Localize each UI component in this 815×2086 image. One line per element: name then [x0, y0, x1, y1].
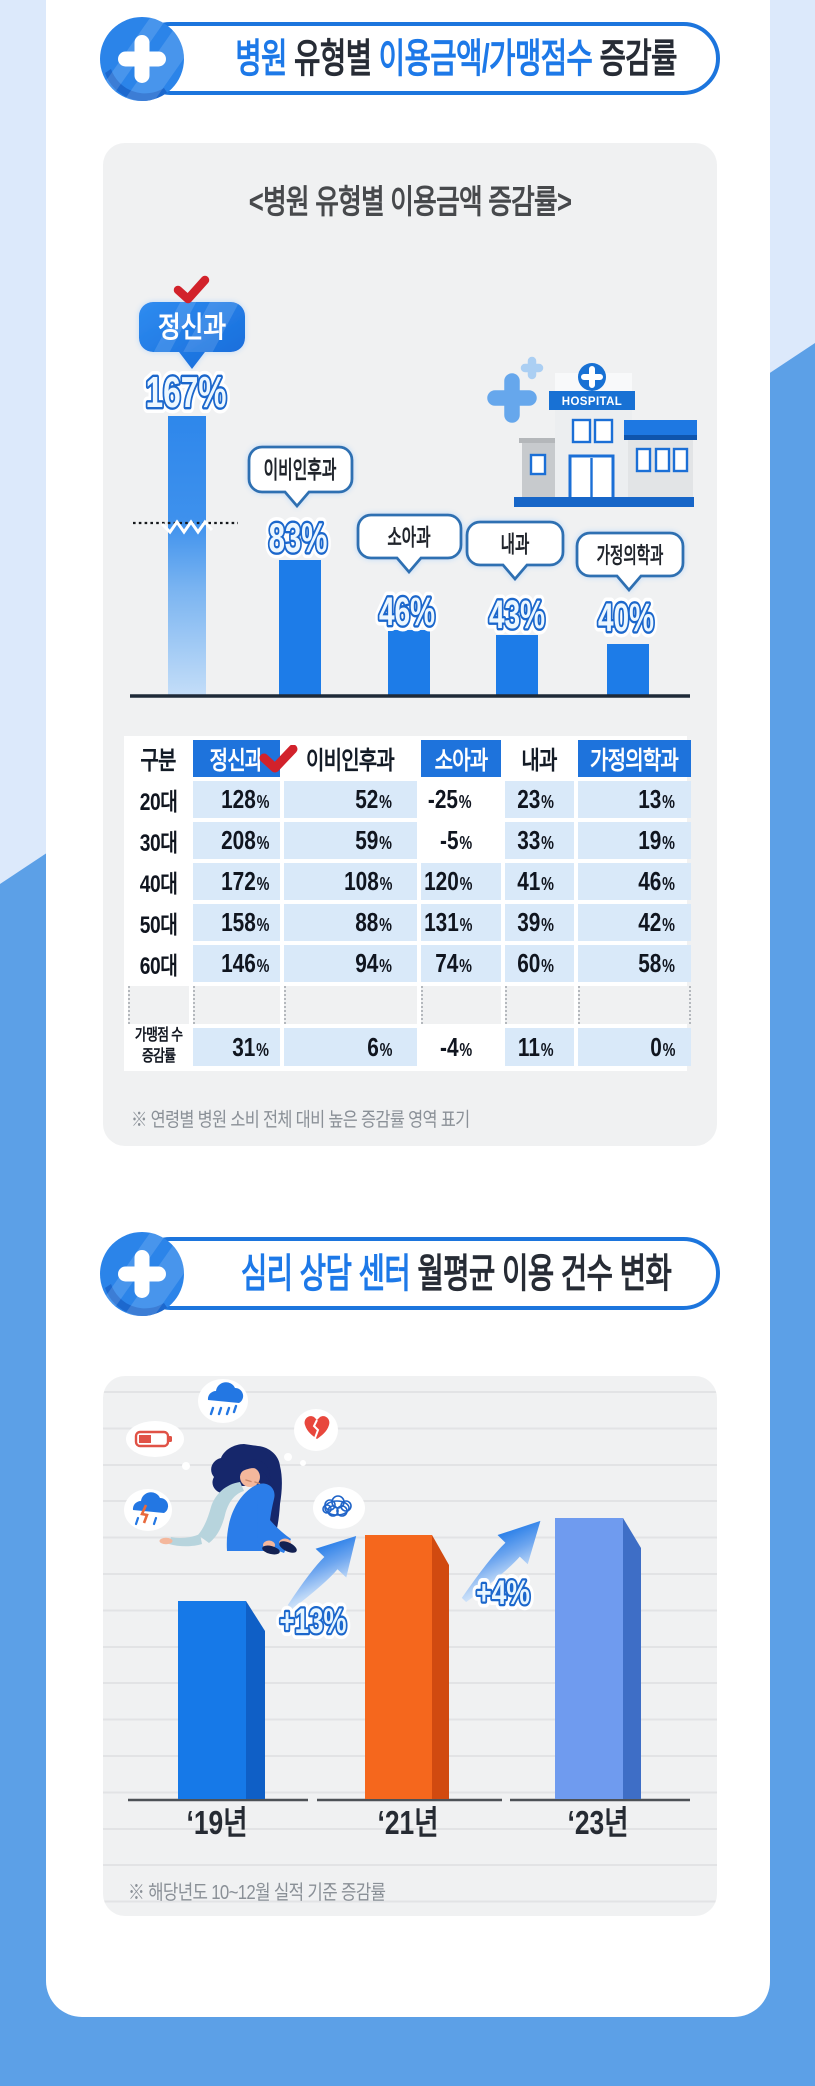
- svg-text:46%: 46%: [379, 590, 435, 634]
- svg-text:43%: 43%: [489, 593, 545, 637]
- svg-text:‘23년: ‘23년: [568, 1805, 629, 1841]
- svg-text:+4%: +4%: [476, 1574, 530, 1612]
- svg-text:83%: 83%: [269, 514, 328, 562]
- svg-text:167%: 167%: [145, 368, 226, 417]
- svg-text:+4%: +4%: [476, 1574, 530, 1612]
- svg-text:40%: 40%: [598, 596, 654, 640]
- svg-text:이비인후과: 이비인후과: [264, 457, 337, 484]
- svg-text:가정의학과: 가정의학과: [597, 543, 664, 568]
- svg-text:40%: 40%: [598, 596, 654, 640]
- svg-text:‘21년: ‘21년: [378, 1805, 439, 1841]
- svg-text:43%: 43%: [489, 593, 545, 637]
- svg-text:83%: 83%: [269, 514, 328, 562]
- svg-text:정신과: 정신과: [158, 311, 226, 343]
- svg-text:‘19년: ‘19년: [187, 1805, 248, 1841]
- svg-text:167%: 167%: [145, 368, 226, 417]
- svg-text:HOSPITAL: HOSPITAL: [562, 396, 623, 408]
- svg-text:내과: 내과: [501, 532, 530, 558]
- svg-text:46%: 46%: [379, 590, 435, 634]
- svg-text:+13%: +13%: [280, 1601, 347, 1641]
- svg-text:+13%: +13%: [280, 1601, 347, 1641]
- svg-text:소아과: 소아과: [387, 525, 430, 551]
